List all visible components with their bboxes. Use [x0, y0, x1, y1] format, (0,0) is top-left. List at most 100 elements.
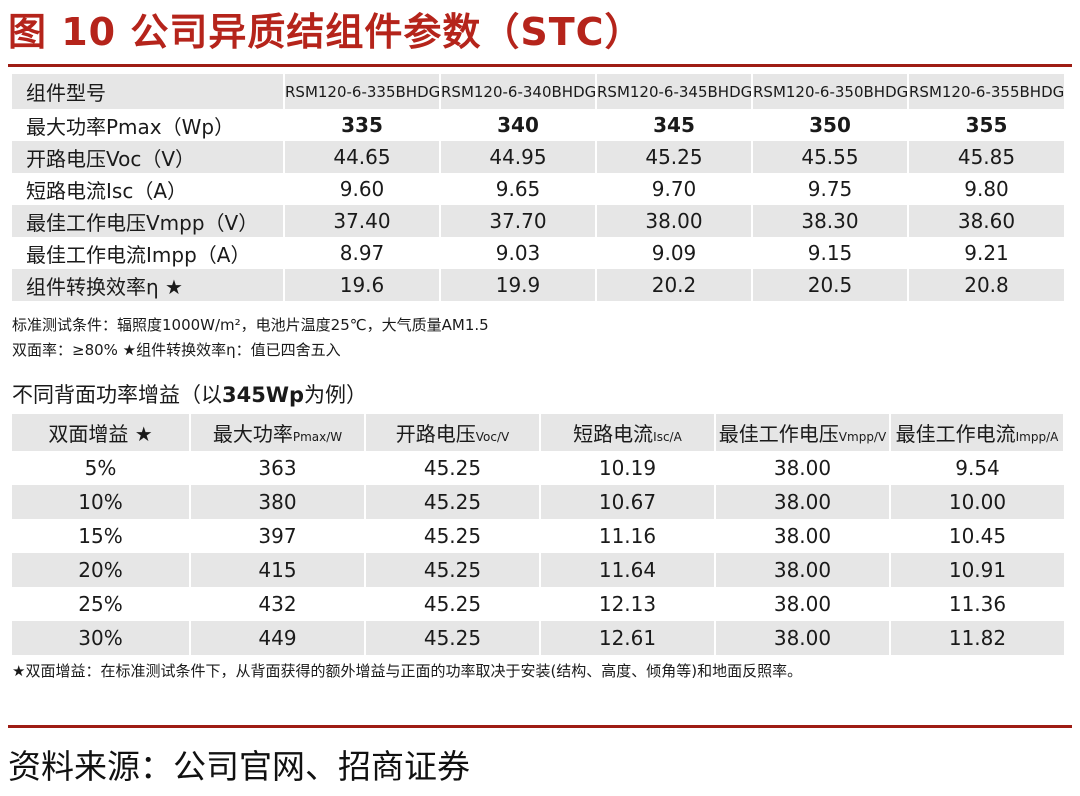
cell-value: 38.00 — [715, 485, 891, 519]
cell-value: 11.82 — [890, 621, 1064, 655]
row-label: 短路电流Isc（A） — [12, 173, 285, 205]
cell-value: 449 — [190, 621, 366, 655]
cell-value: 415 — [190, 553, 366, 587]
table-row: 最佳工作电压Vmpp（V） 37.40 37.70 38.00 38.30 38… — [12, 205, 1064, 237]
cell-value: 11.64 — [540, 553, 716, 587]
table-row: 10% 380 45.25 10.67 38.00 10.00 — [12, 485, 1064, 519]
column-header: 双面增益 ★ — [12, 414, 191, 451]
cell-value: 45.55 — [752, 141, 909, 173]
cell-value: 44.65 — [284, 141, 441, 173]
cell-value: 45.25 — [365, 587, 541, 621]
module-parameters-table: 组件型号 RSM120-6-335BHDG RSM120-6-340BHDG R… — [12, 74, 1064, 301]
cell-value: 9.03 — [440, 237, 597, 269]
table-row: 组件转换效率η ★ 19.6 19.9 20.2 20.5 20.8 — [12, 269, 1064, 301]
model-name: RSM120-6-340BHDG — [440, 74, 597, 109]
cell-value: 345 — [596, 109, 753, 141]
cell-value: 9.09 — [596, 237, 753, 269]
cell-value: 5% — [12, 451, 191, 485]
cell-value: 38.00 — [596, 205, 753, 237]
column-header: 短路电流Isc/A — [540, 414, 716, 451]
model-name: RSM120-6-355BHDG — [908, 74, 1064, 109]
cell-value: 8.97 — [284, 237, 441, 269]
cell-value: 355 — [908, 109, 1064, 141]
cell-value: 38.00 — [715, 553, 891, 587]
model-name: RSM120-6-345BHDG — [596, 74, 753, 109]
cell-value: 38.00 — [715, 519, 891, 553]
cell-value: 10.45 — [890, 519, 1064, 553]
subtitle-bold: 345Wp — [222, 383, 305, 407]
column-header: 最大功率Pmax/W — [190, 414, 366, 451]
cell-value: 20.5 — [752, 269, 909, 301]
cell-value: 10.91 — [890, 553, 1064, 587]
row-label: 最大功率Pmax（Wp） — [12, 109, 285, 141]
cell-value: 20% — [12, 553, 191, 587]
cell-value: 38.00 — [715, 451, 891, 485]
model-name: RSM120-6-335BHDG — [284, 74, 441, 109]
subtitle-suffix: 为例） — [304, 383, 368, 407]
cell-value: 15% — [12, 519, 191, 553]
subtitle-prefix: 不同背面功率增益（以 — [12, 383, 222, 407]
cell-value: 9.70 — [596, 173, 753, 205]
cell-value: 350 — [752, 109, 909, 141]
cell-value: 9.75 — [752, 173, 909, 205]
bifacial-gain-table: 双面增益 ★ 最大功率Pmax/W 开路电压Voc/V 短路电流Isc/A 最佳… — [12, 414, 1065, 655]
section-subtitle: 不同背面功率增益（以345Wp为例） — [12, 379, 367, 409]
cell-value: 10.19 — [540, 451, 716, 485]
table-header-row: 双面增益 ★ 最大功率Pmax/W 开路电压Voc/V 短路电流Isc/A 最佳… — [12, 414, 1065, 451]
cell-value: 38.00 — [715, 621, 891, 655]
cell-value: 37.70 — [440, 205, 597, 237]
cell-value: 9.54 — [890, 451, 1064, 485]
cell-value: 11.16 — [540, 519, 716, 553]
cell-value: 397 — [190, 519, 366, 553]
table-row: 15% 397 45.25 11.16 38.00 10.45 — [12, 519, 1064, 553]
cell-value: 9.21 — [908, 237, 1064, 269]
cell-value: 340 — [440, 109, 597, 141]
title-divider — [8, 64, 1072, 67]
cell-value: 20.8 — [908, 269, 1064, 301]
cell-value: 9.15 — [752, 237, 909, 269]
cell-value: 38.30 — [752, 205, 909, 237]
column-header: 开路电压Voc/V — [365, 414, 541, 451]
cell-value: 9.65 — [440, 173, 597, 205]
cell-value: 45.25 — [365, 621, 541, 655]
cell-value: 11.36 — [890, 587, 1064, 621]
source-divider — [8, 725, 1072, 728]
table-row: 5% 363 45.25 10.19 38.00 9.54 — [12, 451, 1064, 485]
cell-value: 45.25 — [365, 485, 541, 519]
cell-value: 363 — [190, 451, 366, 485]
row-label: 最佳工作电流Impp（A） — [12, 237, 285, 269]
cell-value: 335 — [284, 109, 441, 141]
row-label: 开路电压Voc（V） — [12, 141, 285, 173]
row-label: 最佳工作电压Vmpp（V） — [12, 205, 285, 237]
cell-value: 12.13 — [540, 587, 716, 621]
figure-title: 图 10 公司异质结组件参数（STC） — [8, 10, 644, 54]
cell-value: 9.60 — [284, 173, 441, 205]
table-header-row: 组件型号 RSM120-6-335BHDG RSM120-6-340BHDG R… — [12, 74, 1064, 109]
table-row: 短路电流Isc（A） 9.60 9.65 9.70 9.75 9.80 — [12, 173, 1064, 205]
table-row: 开路电压Voc（V） 44.65 44.95 45.25 45.55 45.85 — [12, 141, 1064, 173]
cell-value: 380 — [190, 485, 366, 519]
cell-value: 10.67 — [540, 485, 716, 519]
cell-value: 45.25 — [365, 451, 541, 485]
cell-value: 19.6 — [284, 269, 441, 301]
cell-value: 9.80 — [908, 173, 1064, 205]
cell-value: 10.00 — [890, 485, 1064, 519]
cell-value: 45.25 — [365, 519, 541, 553]
cell-value: 20.2 — [596, 269, 753, 301]
table-row: 最大功率Pmax（Wp） 335 340 345 350 355 — [12, 109, 1064, 141]
table-row: 25% 432 45.25 12.13 38.00 11.36 — [12, 587, 1064, 621]
header-label: 组件型号 — [12, 74, 285, 109]
cell-value: 38.00 — [715, 587, 891, 621]
column-header: 最佳工作电压Vmpp/V — [715, 414, 891, 451]
source-caption: 资料来源：公司官网、招商证券 — [8, 747, 470, 786]
row-label: 组件转换效率η ★ — [12, 269, 285, 301]
cell-value: 432 — [190, 587, 366, 621]
cell-value: 30% — [12, 621, 191, 655]
cell-value: 25% — [12, 587, 191, 621]
footnote: ★双面增益：在标准测试条件下，从背面获得的额外增益与正面的功率取决于安装(结构、… — [12, 662, 803, 680]
cell-value: 10% — [12, 485, 191, 519]
model-name: RSM120-6-350BHDG — [752, 74, 909, 109]
table-row: 30% 449 45.25 12.61 38.00 11.82 — [12, 621, 1064, 655]
cell-value: 12.61 — [540, 621, 716, 655]
column-header: 最佳工作电流Impp/A — [890, 414, 1065, 451]
